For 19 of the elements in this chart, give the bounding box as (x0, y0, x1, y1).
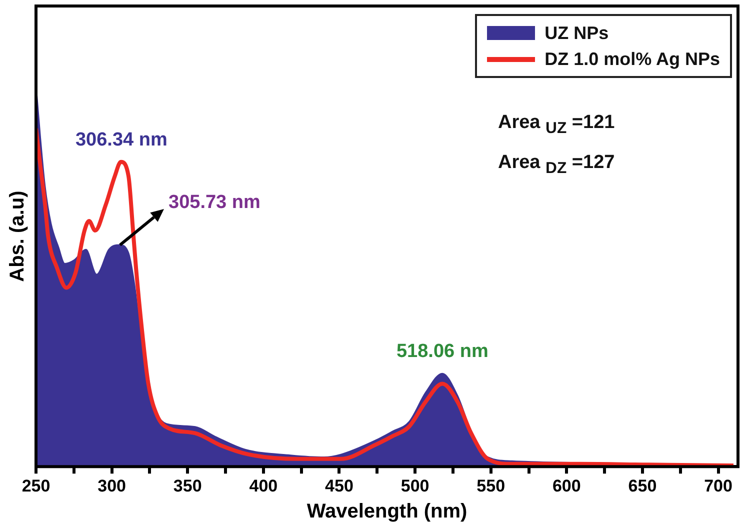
x-tick-label: 700 (704, 476, 732, 496)
annotation: Area $_{UZ}$ =121 (498, 111, 615, 139)
x-tick-label: 350 (173, 476, 202, 496)
x-axis-title: Wavelength (nm) (306, 500, 468, 523)
x-tick-label: 500 (400, 476, 430, 496)
x-tick-label: 650 (628, 476, 657, 496)
legend-label: DZ 1.0 mol% Ag NPs (544, 48, 720, 70)
annotation: 518.06 nm (396, 341, 488, 362)
x-tick-label: 250 (22, 476, 50, 496)
legend-label: UZ NPs (544, 22, 609, 44)
x-tick-label: 300 (98, 476, 126, 496)
annotation: 306.34 nm (75, 130, 168, 151)
annotation: 305.73 nm (168, 192, 260, 213)
y-axis-title: Abs. (a.u) (6, 190, 29, 282)
x-tick-label: 400 (249, 476, 278, 496)
x-tick-label: 600 (552, 476, 581, 496)
x-tick-label: 550 (476, 476, 506, 496)
x-tick-label: 450 (325, 476, 354, 496)
annotation: Area $_{DZ}$ =127 (498, 150, 615, 179)
